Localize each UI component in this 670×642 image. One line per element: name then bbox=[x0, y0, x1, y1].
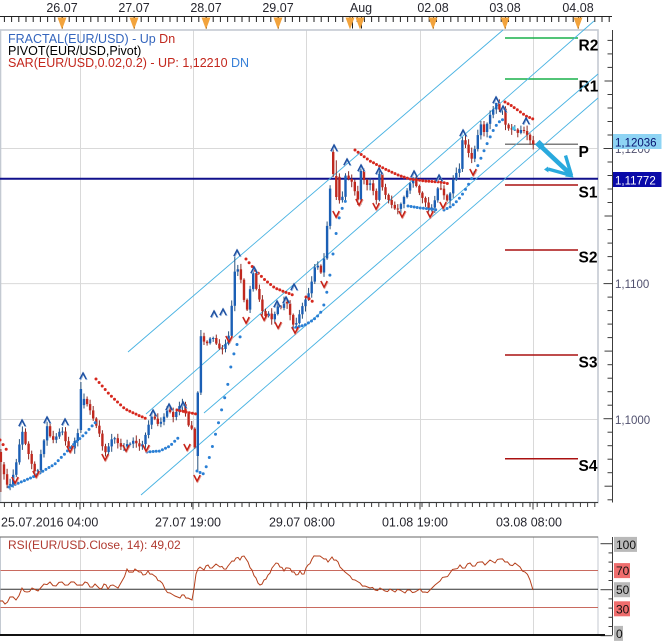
svg-text:Aug: Aug bbox=[350, 1, 372, 15]
svg-text:29.07 08:00: 29.07 08:00 bbox=[269, 516, 335, 530]
svg-text:04.08: 04.08 bbox=[562, 1, 593, 15]
svg-text:0: 0 bbox=[616, 627, 623, 641]
svg-text:03.08: 03.08 bbox=[489, 1, 520, 15]
svg-text:P: P bbox=[579, 144, 589, 161]
svg-text:03.08 08:00: 03.08 08:00 bbox=[496, 516, 562, 530]
svg-text:SAR(EUR/USD,0.02,0.2) - UP: 1: SAR(EUR/USD,0.02,0.2) - UP: 1,12210 DN bbox=[8, 56, 249, 70]
svg-text:S4: S4 bbox=[579, 458, 598, 475]
svg-text:25.07.2016 04:00: 25.07.2016 04:00 bbox=[1, 516, 98, 530]
svg-text:1,12036: 1,12036 bbox=[615, 138, 657, 150]
svg-text:S3: S3 bbox=[579, 355, 598, 372]
svg-text:50: 50 bbox=[616, 583, 630, 597]
svg-text:70: 70 bbox=[616, 564, 630, 578]
svg-text:R1: R1 bbox=[579, 79, 599, 96]
svg-text:100: 100 bbox=[616, 538, 636, 552]
svg-text:01.08 19:00: 01.08 19:00 bbox=[382, 516, 448, 530]
svg-text:S2: S2 bbox=[579, 250, 598, 267]
svg-text:1,11772: 1,11772 bbox=[615, 176, 656, 188]
svg-text:27.07: 27.07 bbox=[118, 1, 149, 15]
svg-text:RSI(EUR/USD.Close, 14): 49,02: RSI(EUR/USD.Close, 14): 49,02 bbox=[8, 538, 181, 552]
svg-text:30: 30 bbox=[616, 602, 630, 616]
svg-text:FRACTAL(EUR/USD) - Up Dn: FRACTAL(EUR/USD) - Up Dn bbox=[8, 32, 175, 46]
svg-text:26.07: 26.07 bbox=[46, 1, 77, 15]
svg-text:1,1100: 1,1100 bbox=[615, 279, 649, 291]
svg-text:27.07 19:00: 27.07 19:00 bbox=[155, 516, 221, 530]
svg-text:1,1000: 1,1000 bbox=[615, 415, 650, 427]
svg-text:PIVOT(EUR/USD,Pivot): PIVOT(EUR/USD,Pivot) bbox=[8, 44, 141, 58]
svg-text:S1: S1 bbox=[579, 185, 598, 202]
svg-text:29.07: 29.07 bbox=[262, 1, 293, 15]
svg-text:28.07: 28.07 bbox=[190, 1, 221, 15]
svg-text:02.08: 02.08 bbox=[417, 1, 448, 15]
svg-text:R2: R2 bbox=[579, 38, 599, 55]
